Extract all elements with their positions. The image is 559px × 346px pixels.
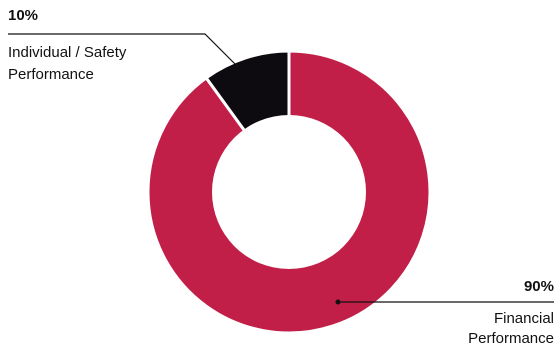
value-label-financial: 90% xyxy=(524,278,554,295)
slice-label-financial-line1: Financial xyxy=(494,310,554,327)
donut-hole xyxy=(212,115,366,269)
slice-label-individual-safety-line2: Performance xyxy=(8,66,94,83)
slice-label-financial-line2: Performance xyxy=(468,330,554,346)
value-label-individual-safety: 10% xyxy=(8,7,38,24)
label-group-individual-safety: 10% Individual / Safety Performance xyxy=(8,7,238,83)
leader-dot-financial xyxy=(336,300,341,305)
slice-label-individual-safety-line1: Individual / Safety xyxy=(8,44,127,61)
